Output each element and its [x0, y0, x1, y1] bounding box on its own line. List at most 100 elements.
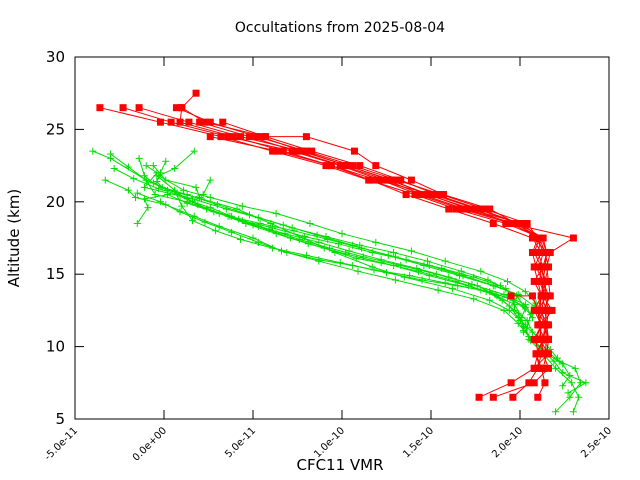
- data-point: [192, 183, 200, 191]
- data-point: [468, 205, 476, 213]
- data-point: [473, 205, 481, 213]
- data-point: [480, 205, 488, 213]
- data-point: [158, 183, 166, 191]
- data-point: [365, 176, 373, 184]
- data-point: [559, 369, 567, 377]
- data-point: [313, 231, 321, 239]
- data-point: [521, 304, 529, 312]
- data-point: [530, 277, 538, 285]
- data-point: [336, 259, 344, 267]
- data-point: [434, 286, 442, 294]
- data-point: [164, 191, 172, 199]
- data-point: [206, 118, 214, 126]
- data-point: [343, 162, 351, 170]
- data-point: [327, 162, 335, 170]
- data-point: [541, 379, 549, 387]
- data-point: [407, 247, 415, 255]
- data-point: [537, 335, 545, 343]
- data-point: [279, 221, 287, 229]
- data-point: [110, 164, 118, 172]
- data-point: [564, 389, 572, 397]
- data-point: [301, 233, 309, 241]
- data-point: [582, 379, 590, 387]
- data-point: [571, 364, 579, 372]
- data-point: [532, 335, 540, 343]
- series-line: [157, 150, 537, 304]
- data-point: [249, 221, 257, 229]
- data-point: [253, 133, 261, 141]
- data-point: [238, 202, 246, 210]
- data-point: [473, 282, 481, 290]
- data-point: [119, 104, 127, 112]
- data-point: [407, 176, 415, 184]
- data-point: [425, 262, 433, 270]
- data-point: [536, 234, 544, 242]
- data-point: [457, 205, 465, 213]
- y-tick-label: 10: [46, 338, 65, 356]
- data-point: [274, 147, 282, 155]
- data-point: [306, 220, 314, 228]
- y-tick-label: 25: [46, 120, 65, 138]
- data-point: [391, 253, 399, 261]
- data-point: [162, 157, 170, 165]
- data-point: [292, 147, 300, 155]
- data-point: [256, 133, 264, 141]
- data-point: [286, 234, 294, 242]
- data-point: [368, 248, 376, 256]
- data-point: [133, 220, 141, 228]
- data-point: [418, 191, 426, 199]
- data-point: [176, 208, 184, 216]
- data-point: [528, 248, 536, 256]
- data-point: [185, 118, 193, 126]
- data-point: [345, 247, 353, 255]
- data-point: [470, 295, 478, 303]
- data-point: [539, 234, 547, 242]
- data-point: [539, 364, 547, 372]
- data-point: [544, 263, 552, 271]
- data-point: [171, 164, 179, 172]
- y-tick-label: 20: [46, 193, 65, 211]
- data-point: [552, 364, 560, 372]
- data-point: [534, 350, 542, 358]
- data-point: [402, 191, 410, 199]
- data-point: [530, 379, 538, 387]
- data-point: [350, 147, 358, 155]
- data-point: [520, 328, 528, 336]
- data-point: [370, 266, 378, 274]
- data-point: [393, 176, 401, 184]
- data-point: [477, 267, 485, 275]
- green-series: [155, 147, 540, 307]
- data-point: [568, 379, 576, 387]
- data-point: [445, 273, 453, 281]
- data-point: [130, 175, 138, 183]
- data-point: [213, 201, 221, 209]
- data-point: [156, 198, 164, 206]
- data-point: [372, 162, 380, 170]
- data-point: [528, 314, 536, 322]
- data-point: [356, 162, 364, 170]
- data-point: [135, 154, 143, 162]
- data-point: [140, 195, 148, 203]
- data-point: [212, 227, 220, 235]
- data-point: [546, 248, 554, 256]
- data-point: [415, 191, 423, 199]
- data-point: [534, 393, 542, 401]
- data-point: [507, 379, 515, 387]
- data-point: [352, 254, 360, 262]
- data-point: [541, 277, 549, 285]
- red-series: [475, 292, 545, 401]
- data-point: [445, 205, 453, 213]
- data-point: [411, 191, 419, 199]
- data-point: [525, 379, 533, 387]
- data-point: [459, 272, 467, 280]
- data-point: [552, 408, 560, 416]
- data-point: [541, 248, 549, 256]
- data-point: [155, 185, 163, 193]
- data-point: [124, 186, 132, 194]
- data-point: [377, 256, 385, 264]
- data-point: [269, 147, 277, 155]
- data-point: [432, 191, 440, 199]
- data-point: [536, 263, 544, 271]
- data-point: [541, 321, 549, 329]
